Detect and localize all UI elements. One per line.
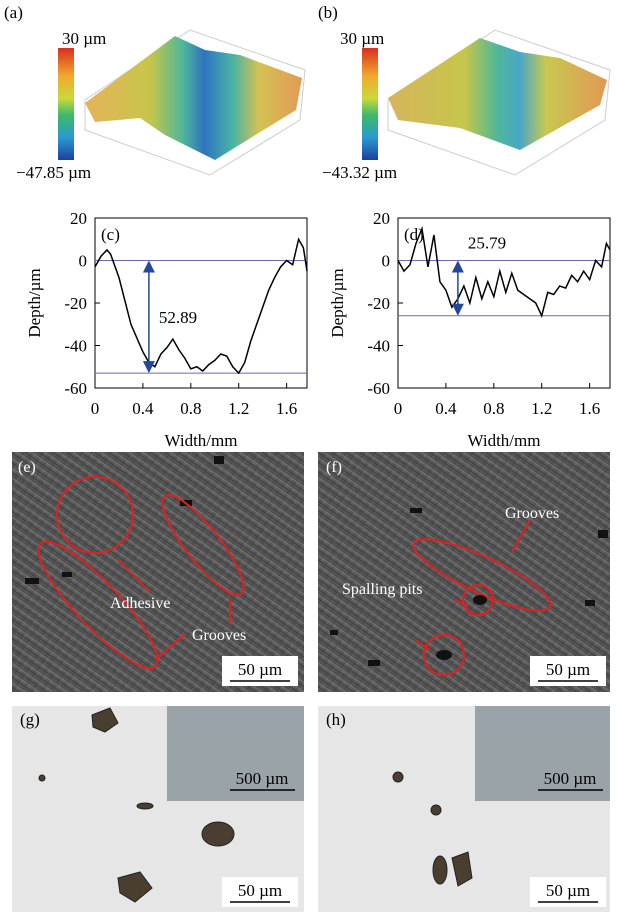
x-tick-label: 0 bbox=[91, 399, 100, 418]
x-axis-label: Width/mm bbox=[165, 431, 238, 450]
panel-label: (c) bbox=[101, 225, 120, 244]
panel-label: (f) bbox=[326, 459, 342, 476]
x-tick-label: 0 bbox=[394, 399, 403, 418]
panel-f: (f) Grooves Spalling pits 50 µm bbox=[318, 452, 610, 692]
panel-b: (b) 30 µm −43.32 µm bbox=[318, 3, 610, 182]
annotation: Grooves bbox=[192, 627, 246, 644]
x-tick-label: 1.2 bbox=[228, 399, 249, 418]
annotation: Grooves bbox=[505, 505, 559, 522]
y-tick-label: -20 bbox=[64, 294, 87, 313]
y-tick-label: -40 bbox=[64, 337, 87, 356]
panel-label: (d) bbox=[404, 225, 424, 244]
plot-frame bbox=[95, 218, 307, 388]
scale-bar: 50 µm bbox=[546, 660, 590, 679]
surface bbox=[388, 38, 607, 150]
figure: (a) 30 µm −47.85 µm (b) 30 µm −43.32 µm … bbox=[0, 0, 618, 915]
arrow-head bbox=[452, 304, 464, 316]
x-tick-label: 0.8 bbox=[483, 399, 504, 418]
inset-scale-bar: 500 µm bbox=[544, 769, 597, 788]
panel-g: (g) 500 µm 50 µm bbox=[12, 706, 304, 912]
scale-bar: 50 µm bbox=[546, 881, 590, 900]
x-tick-label: 0.4 bbox=[435, 399, 457, 418]
x-tick-label: 1.6 bbox=[276, 399, 297, 418]
y-tick-label: -60 bbox=[367, 379, 390, 398]
colorbar bbox=[58, 48, 74, 160]
scale-bar: 50 µm bbox=[238, 881, 282, 900]
panel-label: (b) bbox=[318, 3, 338, 22]
x-tick-label: 1.2 bbox=[531, 399, 552, 418]
y-tick-label: 20 bbox=[373, 209, 390, 228]
arrow-head bbox=[143, 361, 155, 373]
inset-scale-bar: 500 µm bbox=[236, 769, 289, 788]
panel-a: (a) 30 µm −47.85 µm bbox=[4, 3, 305, 182]
panel-e: (e) Adhesive Grooves 50 µm bbox=[12, 452, 304, 692]
y-axis-label: Depth/µm bbox=[328, 268, 347, 337]
scale-max: 30 µm bbox=[62, 29, 106, 48]
profile-line bbox=[95, 239, 307, 373]
panel-label: (a) bbox=[4, 3, 23, 22]
annotation: Spalling pits bbox=[342, 581, 422, 598]
arrow-head bbox=[143, 261, 155, 273]
annotation: Adhesive bbox=[110, 595, 170, 612]
x-tick-label: 1.6 bbox=[579, 399, 600, 418]
panel-label: (h) bbox=[326, 710, 346, 729]
x-axis-label: Width/mm bbox=[468, 431, 541, 450]
depth-label: 25.79 bbox=[468, 234, 506, 253]
y-tick-label: -60 bbox=[64, 379, 87, 398]
panel-label: (g) bbox=[20, 710, 40, 729]
scale-min: −47.85 µm bbox=[16, 163, 91, 182]
scale-bar: 50 µm bbox=[238, 660, 282, 679]
depth-label: 52.89 bbox=[159, 308, 197, 327]
panel-label: (e) bbox=[18, 459, 36, 476]
arrow-head bbox=[452, 261, 464, 273]
y-tick-label: -40 bbox=[367, 337, 390, 356]
y-axis-label: Depth/µm bbox=[25, 268, 44, 337]
scale-max: 30 µm bbox=[340, 29, 384, 48]
y-tick-label: 0 bbox=[79, 252, 88, 271]
y-tick-label: 0 bbox=[382, 252, 391, 271]
y-tick-label: -20 bbox=[367, 294, 390, 313]
panel-h: (h) 500 µm 50 µm bbox=[318, 706, 610, 912]
scale-min: −43.32 µm bbox=[322, 163, 397, 182]
x-tick-label: 0.4 bbox=[132, 399, 154, 418]
y-tick-label: 20 bbox=[70, 209, 87, 228]
x-tick-label: 0.8 bbox=[180, 399, 201, 418]
colorbar bbox=[362, 48, 378, 160]
